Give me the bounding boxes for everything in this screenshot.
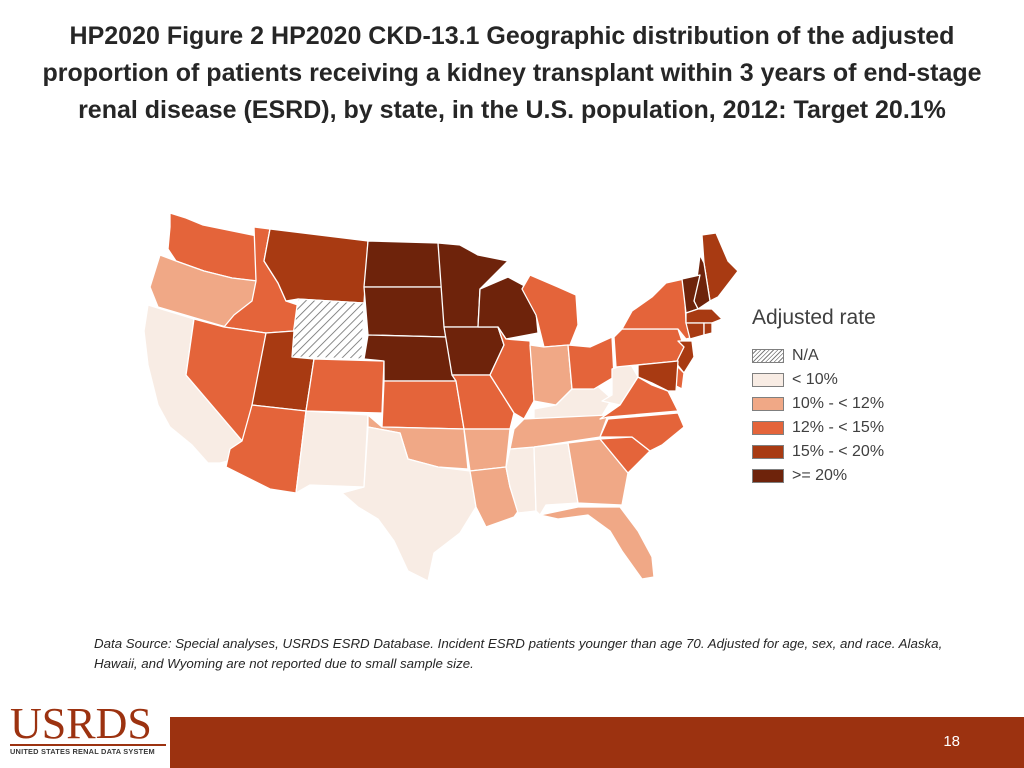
legend-swatch-na: [752, 349, 784, 363]
page-number: 18: [943, 733, 960, 750]
footer-bar: 18: [170, 717, 1024, 768]
state-VA: [599, 376, 679, 420]
state-OH: [567, 336, 615, 390]
us-choropleth-map: [138, 205, 738, 585]
legend-swatch-c3: [752, 421, 784, 435]
legend-item-na: N/A: [752, 344, 952, 368]
state-NM: [295, 410, 369, 494]
legend-title: Adjusted rate: [752, 306, 876, 329]
legend-label: < 10%: [792, 371, 838, 388]
state-ND: [363, 240, 445, 288]
state-CO: [305, 358, 385, 414]
legend-swatch-c1: [752, 373, 784, 387]
legend-swatch-c4: [752, 445, 784, 459]
logo-wordmark: USRDS: [10, 699, 152, 748]
legend-label: 12% - < 15%: [792, 419, 885, 436]
legend-swatch-c2: [752, 397, 784, 411]
state-FL: [539, 506, 655, 580]
logo-subtitle: UNITED STATES RENAL DATA SYSTEM: [10, 744, 166, 756]
state-KS: [381, 380, 465, 430]
legend-item-c5: >= 20%: [752, 464, 952, 488]
legend-label: N/A: [792, 347, 819, 364]
state-MD: [637, 360, 679, 392]
legend-item-c2: 10% - < 12%: [752, 392, 952, 416]
state-TX: [341, 426, 477, 582]
legend-label: 15% - < 20%: [792, 443, 885, 460]
legend-item-c1: < 10%: [752, 368, 952, 392]
legend-item-c3: 12% - < 15%: [752, 416, 952, 440]
state-AR: [463, 428, 511, 472]
usrds-logo: USRDS UNITED STATES RENAL DATA SYSTEM: [10, 699, 166, 756]
state-MA: [685, 308, 723, 324]
state-NC: [599, 412, 685, 452]
map-legend: Adjusted rate N/A < 10% 10% - < 12% 12% …: [752, 306, 952, 488]
legend-label: >= 20%: [792, 467, 848, 484]
legend-swatch-c5: [752, 469, 784, 483]
state-WI: [477, 276, 539, 340]
page-title: HP2020 Figure 2 HP2020 CKD-13.1 Geograph…: [42, 22, 982, 124]
state-WY: [289, 298, 365, 360]
legend-label: 10% - < 12%: [792, 395, 885, 412]
state-VT: [681, 274, 701, 314]
state-RI: [703, 322, 713, 336]
legend-item-c4: 15% - < 20%: [752, 440, 952, 464]
state-SD: [363, 286, 447, 338]
data-source-note: Data Source: Special analyses, USRDS ESR…: [94, 636, 943, 671]
